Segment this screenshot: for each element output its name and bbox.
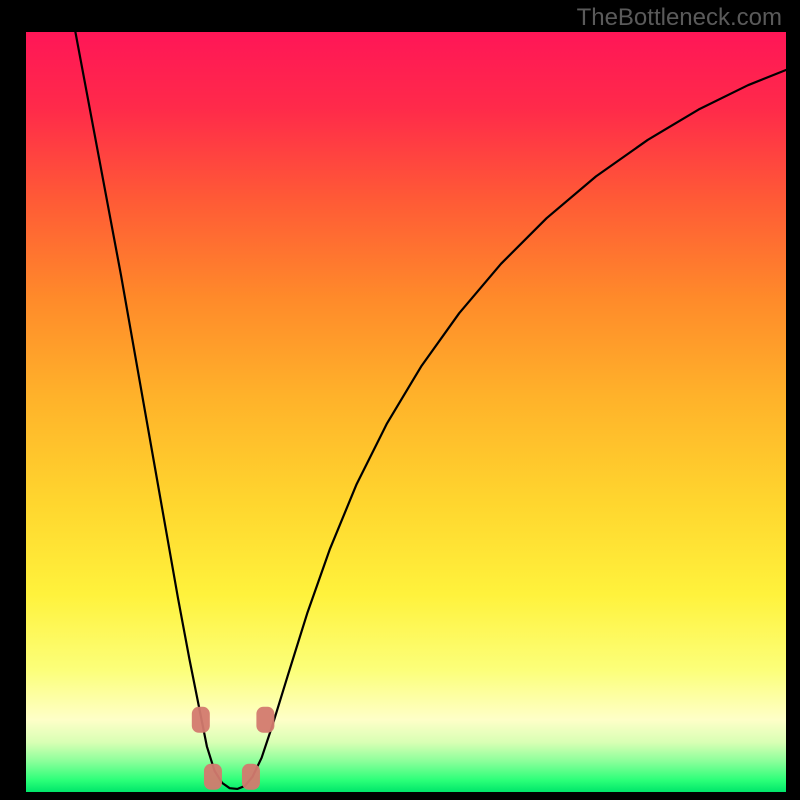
data-marker <box>242 764 260 790</box>
data-marker <box>256 707 274 733</box>
chart-container: TheBottleneck.com <box>0 0 800 800</box>
data-marker <box>192 707 210 733</box>
data-markers <box>26 32 786 792</box>
data-marker <box>204 764 222 790</box>
plot-area <box>26 32 786 792</box>
attribution-label: TheBottleneck.com <box>577 4 782 32</box>
